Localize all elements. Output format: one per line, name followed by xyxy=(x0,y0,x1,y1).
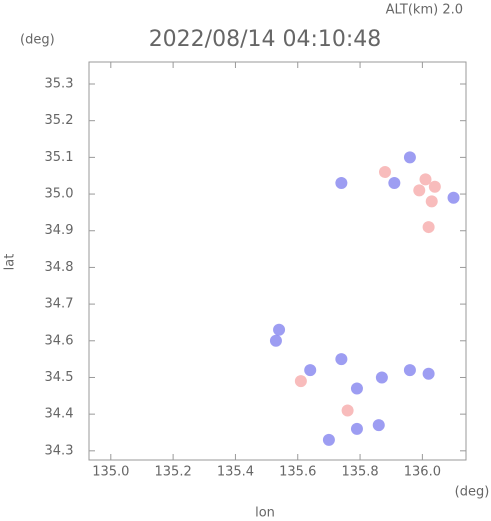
y-tick-label: 34.4 xyxy=(45,407,74,422)
echo-point xyxy=(372,419,385,432)
y-tick-label: 34.9 xyxy=(45,223,74,238)
x-tick-label: 135.0 xyxy=(92,465,129,480)
echo-point xyxy=(294,375,307,388)
y-tick-label: 34.5 xyxy=(45,370,74,385)
echo-point xyxy=(388,177,401,190)
y-tick-label: 35.1 xyxy=(45,150,74,165)
x-axis-label: lon xyxy=(255,506,275,521)
x-tick-label: 135.2 xyxy=(155,465,192,480)
echo-point xyxy=(269,334,282,347)
echo-point xyxy=(350,382,363,395)
x-tick-label: 136.0 xyxy=(404,465,441,480)
echo-point xyxy=(341,404,354,417)
echo-point xyxy=(375,371,388,384)
echo-point xyxy=(335,177,348,190)
y-unit: (deg) xyxy=(20,33,55,48)
x-tick-label: 135.4 xyxy=(217,465,254,480)
y-tick-label: 35.0 xyxy=(45,187,74,202)
echo-point xyxy=(422,221,435,234)
echo-point xyxy=(403,151,416,164)
echo-point xyxy=(422,367,435,380)
echo-point xyxy=(335,353,348,366)
echo-point xyxy=(304,364,317,377)
y-tick-label: 35.3 xyxy=(45,77,74,92)
echo-point xyxy=(419,173,432,186)
x-tick-label: 135.6 xyxy=(279,465,316,480)
plot-frame xyxy=(88,61,467,461)
echo-point xyxy=(413,184,426,197)
y-tick-label: 35.2 xyxy=(45,113,74,128)
echo-point xyxy=(378,166,391,179)
echo-point xyxy=(447,191,460,204)
echo-point xyxy=(322,433,335,446)
echo-point xyxy=(425,195,438,208)
subtitle: ALT(km) 2.0 xyxy=(386,3,463,18)
echo-point xyxy=(428,180,441,193)
y-tick-label: 34.6 xyxy=(45,333,74,348)
y-axis-label: lat xyxy=(3,254,18,271)
x-tick-label: 135.8 xyxy=(341,465,378,480)
y-tick-label: 34.8 xyxy=(45,260,74,275)
y-tick-label: 34.7 xyxy=(45,297,74,312)
echo-point xyxy=(350,422,363,435)
chart-title: 2022/08/14 04:10:48 xyxy=(149,27,382,52)
echo-point xyxy=(273,323,286,336)
echo-point xyxy=(403,364,416,377)
x-unit: (deg) xyxy=(455,485,490,500)
y-tick-label: 34.3 xyxy=(45,443,74,458)
